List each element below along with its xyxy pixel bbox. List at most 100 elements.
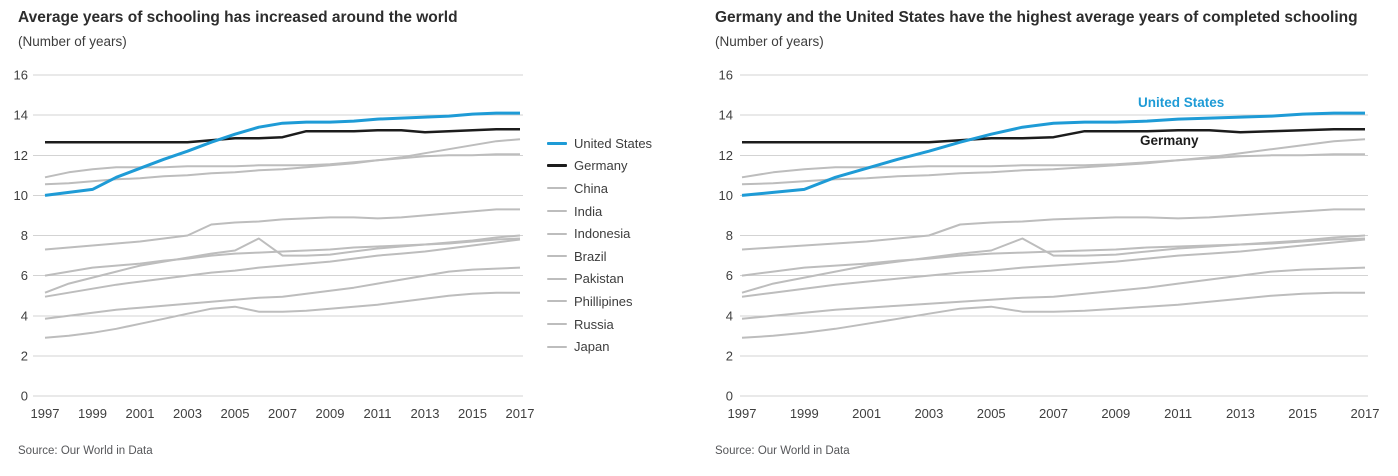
x-tick-label: 2015 <box>1288 406 1317 421</box>
x-tick-label: 1999 <box>790 406 819 421</box>
x-tick-label: 2001 <box>852 406 881 421</box>
y-tick-label: 6 <box>726 268 733 283</box>
y-tick-label: 2 <box>21 348 28 363</box>
x-tick-label: 2013 <box>1226 406 1255 421</box>
y-tick-label: 10 <box>14 188 28 203</box>
legend-label: China <box>574 180 608 196</box>
series-line-china <box>44 237 521 277</box>
x-tick-label: 2007 <box>1039 406 1068 421</box>
y-tick-label: 16 <box>14 68 28 83</box>
y-tick-label: 4 <box>726 308 733 323</box>
legend-item: China <box>547 177 652 200</box>
x-tick-label: 2005 <box>221 406 250 421</box>
series-line-japan <box>44 138 521 186</box>
source-note-right: Source: Our World in Data <box>715 445 850 457</box>
series-line-united-states <box>741 111 1365 197</box>
legend-item: India <box>547 200 652 223</box>
x-tick-label: 1997 <box>31 406 60 421</box>
legend-label: Japan <box>574 339 610 355</box>
x-tick-label: 2003 <box>173 406 202 421</box>
series-line-pakistan <box>741 291 1365 339</box>
chart-title-right: Germany and the United States have the h… <box>715 9 1358 26</box>
y-tick-label: 8 <box>726 228 733 243</box>
legend-swatch <box>547 232 567 235</box>
series-line-germany <box>742 127 1365 144</box>
legend-label: Germany <box>574 158 628 174</box>
source-note-left: Source: Our World in Data <box>18 445 153 457</box>
legend-label: Russia <box>574 316 614 332</box>
legend-item: Pakistan <box>547 268 652 291</box>
x-tick-label: 2017 <box>506 406 535 421</box>
legend-swatch <box>547 187 567 190</box>
legend-item: United States <box>547 132 652 155</box>
y-tick-label: 6 <box>21 268 28 283</box>
y-tick-label: 8 <box>21 228 28 243</box>
y-tick-label: 12 <box>14 148 28 163</box>
legend-item: Indonesia <box>547 222 652 245</box>
series-line-brazil <box>741 238 1366 298</box>
legend-swatch <box>547 164 567 168</box>
series-line-united-states <box>44 111 520 197</box>
x-tick-label: 2003 <box>914 406 943 421</box>
y-tick-label: 12 <box>719 148 733 163</box>
legend-item: Japan <box>547 335 652 358</box>
y-tick-label: 4 <box>21 308 28 323</box>
x-tick-label: 2009 <box>1101 406 1130 421</box>
legend-swatch <box>547 345 567 348</box>
y-tick-label: 0 <box>726 389 733 404</box>
legend-label: Pakistan <box>574 271 624 287</box>
inline-label-united-states: United States <box>1138 95 1224 110</box>
x-tick-label: 2001 <box>126 406 155 421</box>
series-line-phillipines <box>44 208 520 251</box>
legend-item: Germany <box>547 155 652 178</box>
legend-item: Phillipines <box>547 290 652 313</box>
legend-swatch <box>547 323 567 326</box>
legend-swatch <box>547 277 567 280</box>
x-tick-label: 2009 <box>316 406 345 421</box>
legend-label: Phillipines <box>574 293 633 309</box>
legend-label: India <box>574 203 603 219</box>
series-line-phillipines <box>741 208 1365 251</box>
legend-item: Brazil <box>547 245 652 268</box>
chart-title-left: Average years of schooling has increased… <box>18 9 458 26</box>
series-line-pakistan <box>44 291 520 339</box>
y-tick-label: 0 <box>21 389 28 404</box>
series-line-germany <box>45 127 520 144</box>
legend-label: Brazil <box>574 248 607 264</box>
chart-subtitle-left: (Number of years) <box>18 34 127 49</box>
y-tick-label: 14 <box>719 108 733 123</box>
y-tick-label: 16 <box>719 68 733 83</box>
chart-subtitle-right: (Number of years) <box>715 34 824 49</box>
inline-label-germany: Germany <box>1140 133 1199 148</box>
y-tick-label: 2 <box>726 348 733 363</box>
x-tick-label: 2011 <box>364 406 392 421</box>
x-tick-label: 2017 <box>1351 406 1380 421</box>
legend-swatch <box>547 141 567 145</box>
line-chart-right: 16 14 12 10 8 6 4 2 0 1997 1999 2001 2003 2005 2007 200… <box>719 68 1380 422</box>
chart-panel-left: Average years of schooling has increased… <box>14 9 653 457</box>
series-line-japan <box>741 138 1366 186</box>
series-line-india <box>741 266 1366 320</box>
x-tick-label: 1997 <box>728 406 757 421</box>
legend-swatch <box>547 210 567 213</box>
legend: United States Germany China India Indonesia B… <box>547 132 652 358</box>
y-tick-label: 10 <box>719 188 733 203</box>
series-line-russia <box>44 153 520 179</box>
legend-swatch <box>547 300 567 303</box>
legend-label: United States <box>574 135 653 151</box>
legend-item: Russia <box>547 313 652 336</box>
x-tick-label: 2007 <box>268 406 297 421</box>
legend-swatch <box>547 255 567 258</box>
legend-label: Indonesia <box>574 226 631 242</box>
series-line-brazil <box>44 238 521 298</box>
series-line-india <box>44 266 521 320</box>
x-tick-label: 2015 <box>458 406 487 421</box>
x-tick-label: 2005 <box>977 406 1006 421</box>
x-tick-label: 2013 <box>411 406 440 421</box>
chart-panel-right: Germany and the United States have the h… <box>700 0 1398 476</box>
x-tick-label: 1999 <box>78 406 107 421</box>
x-tick-label: 2011 <box>1164 406 1192 421</box>
y-tick-label: 14 <box>14 108 28 123</box>
